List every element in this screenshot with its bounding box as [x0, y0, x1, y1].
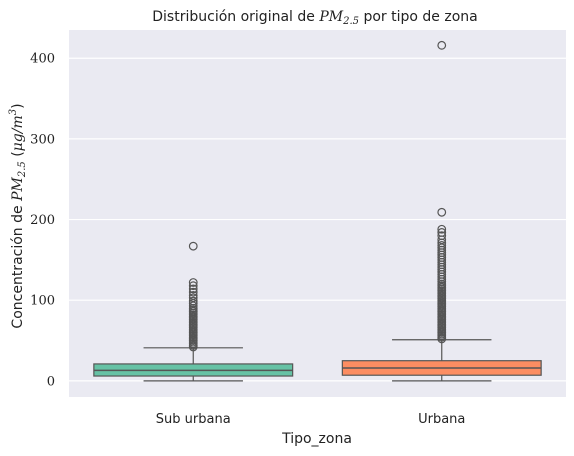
- outlier-point: [188, 296, 198, 306]
- y-axis-label: Concentración de PM2.5 (μg/m3): [8, 103, 28, 328]
- x-tick-label-0: Sub urbana: [156, 412, 231, 427]
- x-axis-ticks: Sub urbana Urbana: [156, 412, 466, 427]
- chart-title-pm: PM: [318, 9, 343, 25]
- y-label-paren-open: (: [10, 151, 26, 161]
- x-tick-label-1: Urbana: [418, 412, 465, 427]
- outlier-point: [437, 224, 447, 234]
- y-tick-label-100: 100: [30, 294, 55, 309]
- outlier-point: [188, 241, 198, 251]
- chart-title: Distribución original de PM2.5 por tipo …: [152, 9, 477, 27]
- y-tick-label-200: 200: [30, 213, 55, 228]
- x-axis-label: Tipo_zona: [281, 431, 352, 447]
- outlier-point: [437, 231, 447, 241]
- outlier-point: [188, 290, 198, 300]
- outlier-point: [188, 278, 198, 287]
- y-tick-label-0: 0: [47, 374, 55, 389]
- box-group-0: [93, 241, 294, 382]
- outlier-point: [437, 40, 447, 50]
- box-series: [93, 40, 542, 382]
- y-label-text-1: Concentración de: [10, 201, 26, 329]
- y-axis-ticks: 0 100 200 300 400: [30, 52, 55, 390]
- chart-title-text-2: por tipo de zona: [359, 9, 478, 25]
- y-tick-label-400: 400: [30, 52, 55, 67]
- y-label-superscript: 3: [8, 109, 19, 115]
- outlier-point: [188, 284, 198, 294]
- outlier-point: [188, 281, 198, 291]
- y-tick-label-300: 300: [30, 132, 55, 147]
- chart-title-subscript: 2.5: [342, 16, 359, 27]
- outlier-point: [188, 287, 198, 297]
- outlier-point: [437, 240, 447, 250]
- outlier-point: [437, 228, 447, 237]
- y-label-paren-close: ): [10, 103, 26, 108]
- plot-background: [69, 30, 566, 397]
- chart-title-text-1: Distribución original de: [152, 9, 319, 25]
- y-label-pm: PM: [10, 177, 26, 202]
- outlier-point: [437, 207, 447, 217]
- outlier-point: [188, 293, 198, 303]
- y-label-unit: μg/m: [10, 115, 26, 151]
- y-label-subscript: 2.5: [17, 161, 28, 178]
- box-group-1: [341, 40, 542, 382]
